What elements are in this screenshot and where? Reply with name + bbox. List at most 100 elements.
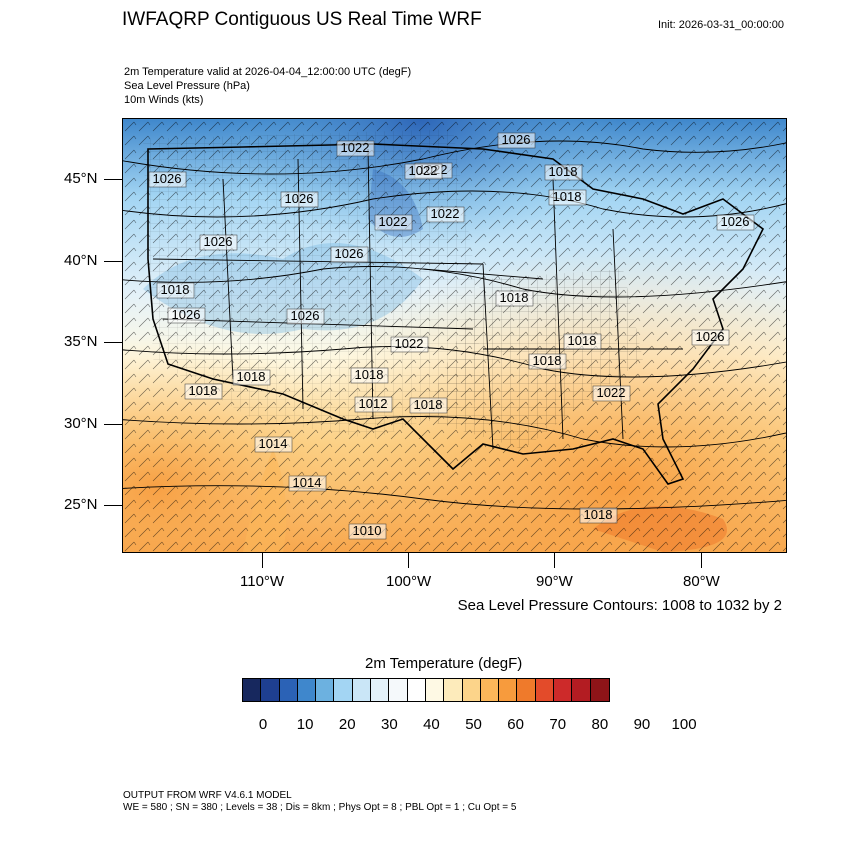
pressure-label: 1018 [549, 164, 578, 179]
pressure-label: 1022 [409, 163, 438, 178]
pressure-label-box [579, 507, 618, 524]
lon-label-110w: 110°W [240, 573, 285, 590]
map-panel: 1022 1026 1026 1022 1026 1018 1026 1022 1026 1022… [122, 118, 787, 553]
colorbar-swatch [389, 679, 408, 701]
colorbar-tick-label: 0 [258, 716, 268, 733]
field-label-winds: 10m Winds (kts) [124, 94, 204, 106]
pressure-label-box [390, 336, 429, 353]
lon-tick [262, 552, 263, 568]
colorbar-tick-label: 100 [671, 716, 697, 733]
colorbar-title: 2m Temperature (degF) [365, 655, 523, 672]
pressure-label-box [548, 189, 587, 206]
pressure-label-box [254, 436, 293, 453]
pressure-label-box [184, 383, 223, 400]
colorbar [242, 678, 610, 702]
pressure-label: 1018 [500, 290, 529, 305]
pressure-label-box [330, 246, 369, 263]
footer-model: OUTPUT FROM WRF V4.6.1 MODEL [123, 790, 292, 801]
pressure-label-box [404, 163, 443, 180]
pressure-label-box [528, 353, 567, 370]
lat-label-40: 40°N [64, 252, 98, 269]
pressure-label-box [691, 329, 730, 346]
pressure-label: 1018 [189, 383, 218, 398]
colorbar-swatch [316, 679, 335, 701]
colorbar-swatch [517, 679, 536, 701]
colorbar-swatch [572, 679, 591, 701]
lon-label-90w: 90°W [536, 573, 573, 590]
colorbar-swatch [535, 679, 555, 701]
init-time: Init: 2026-03-31_00:00:00 [658, 19, 784, 31]
colorbar-swatch [334, 679, 353, 701]
colorbar-swatch [243, 679, 262, 701]
pressure-label: 1022 [341, 140, 370, 155]
lon-label-80w: 80°W [683, 573, 720, 590]
pressure-label-box [199, 234, 238, 251]
colorbar-tick-label: 90 [633, 716, 651, 733]
pressure-label: 1026 [172, 307, 201, 322]
pressure-label-box [544, 164, 583, 181]
pressure-label: 1026 [291, 308, 320, 323]
colorbar-swatch [407, 679, 426, 701]
lat-tick [104, 179, 122, 180]
field-label-temperature: 2m Temperature valid at 2026-04-04_12:00… [124, 66, 412, 78]
pressure-label: 1026 [696, 329, 725, 344]
pressure-label-box [409, 397, 448, 414]
pressure-label-box [426, 206, 465, 223]
colorbar-swatch [462, 679, 481, 701]
pressure-label: 1018 [355, 367, 384, 382]
footer-config: WE = 580 ; SN = 380 ; Levels = 38 ; Dis … [123, 802, 517, 813]
pressure-label: 1026 [153, 171, 182, 186]
colorbar-tick-label: 70 [549, 716, 567, 733]
colorbar-swatch [261, 679, 280, 701]
pressure-label: 1022 [431, 206, 460, 221]
lon-tick [701, 552, 702, 568]
weather-map: 1022 1026 1026 1022 1026 1018 1026 1022 1026 1022… [123, 119, 786, 552]
pressure-label-box [354, 396, 393, 413]
field-label-pressure: Sea Level Pressure (hPa) [124, 80, 250, 92]
pressure-label-box [350, 367, 389, 384]
pressure-label-box [374, 214, 413, 231]
colorbar-tick-label: 60 [507, 716, 524, 733]
pressure-label-box [348, 523, 387, 540]
colorbar-swatch [499, 679, 518, 701]
pressure-label: 1022 [395, 336, 424, 351]
pressure-label-box [148, 171, 187, 188]
lat-tick [104, 342, 122, 343]
lon-label-100w: 100°W [386, 573, 432, 590]
pressure-label: 1022 [379, 214, 408, 229]
wind-barbs [123, 119, 786, 552]
lon-tick [554, 552, 555, 568]
colorbar-tick-label: 10 [296, 716, 314, 733]
colorbar-swatch [480, 679, 500, 701]
map-title: IWFAQRP Contiguous US Real Time WRF [122, 9, 482, 30]
pressure-label-box [716, 214, 755, 231]
pressure-label: 1018 [584, 507, 613, 522]
pressure-label-box [563, 333, 602, 350]
pressure-label-group: 1022 1026 1026 1022 1026 1018 1026 1022 1026 1022… [148, 132, 755, 540]
pressure-label: 1026 [721, 214, 750, 229]
lat-label-30: 30°N [64, 415, 98, 432]
pressure-label: 1018 [568, 333, 597, 348]
colorbar-swatch [371, 679, 390, 701]
lat-label-45: 45°N [64, 170, 98, 187]
colorbar-tick-label: 20 [338, 716, 356, 733]
pressure-label: 1014 [259, 436, 288, 451]
colorbar-swatch [590, 679, 609, 701]
colorbar-swatch [554, 679, 573, 701]
colorbar-swatch [279, 679, 298, 701]
pressure-label-box [495, 290, 534, 307]
colorbar-tick-label: 30 [381, 716, 398, 733]
colorbar-swatch [425, 679, 445, 701]
lon-tick [408, 552, 409, 568]
pressure-label: 1010 [353, 523, 382, 538]
pressure-label: 1026 [335, 246, 364, 261]
pressure-label-box [336, 140, 375, 157]
colorbar-swatch [444, 679, 463, 701]
pressure-label-box [156, 282, 195, 299]
pressure-label: 1026 [502, 132, 531, 147]
pressure-label-box [280, 191, 319, 208]
pressure-label: 1018 [161, 282, 190, 297]
pressure-label: 1018 [553, 189, 582, 204]
colorbar-tick-label: 80 [591, 716, 609, 733]
colorbar-swatch [352, 679, 372, 701]
